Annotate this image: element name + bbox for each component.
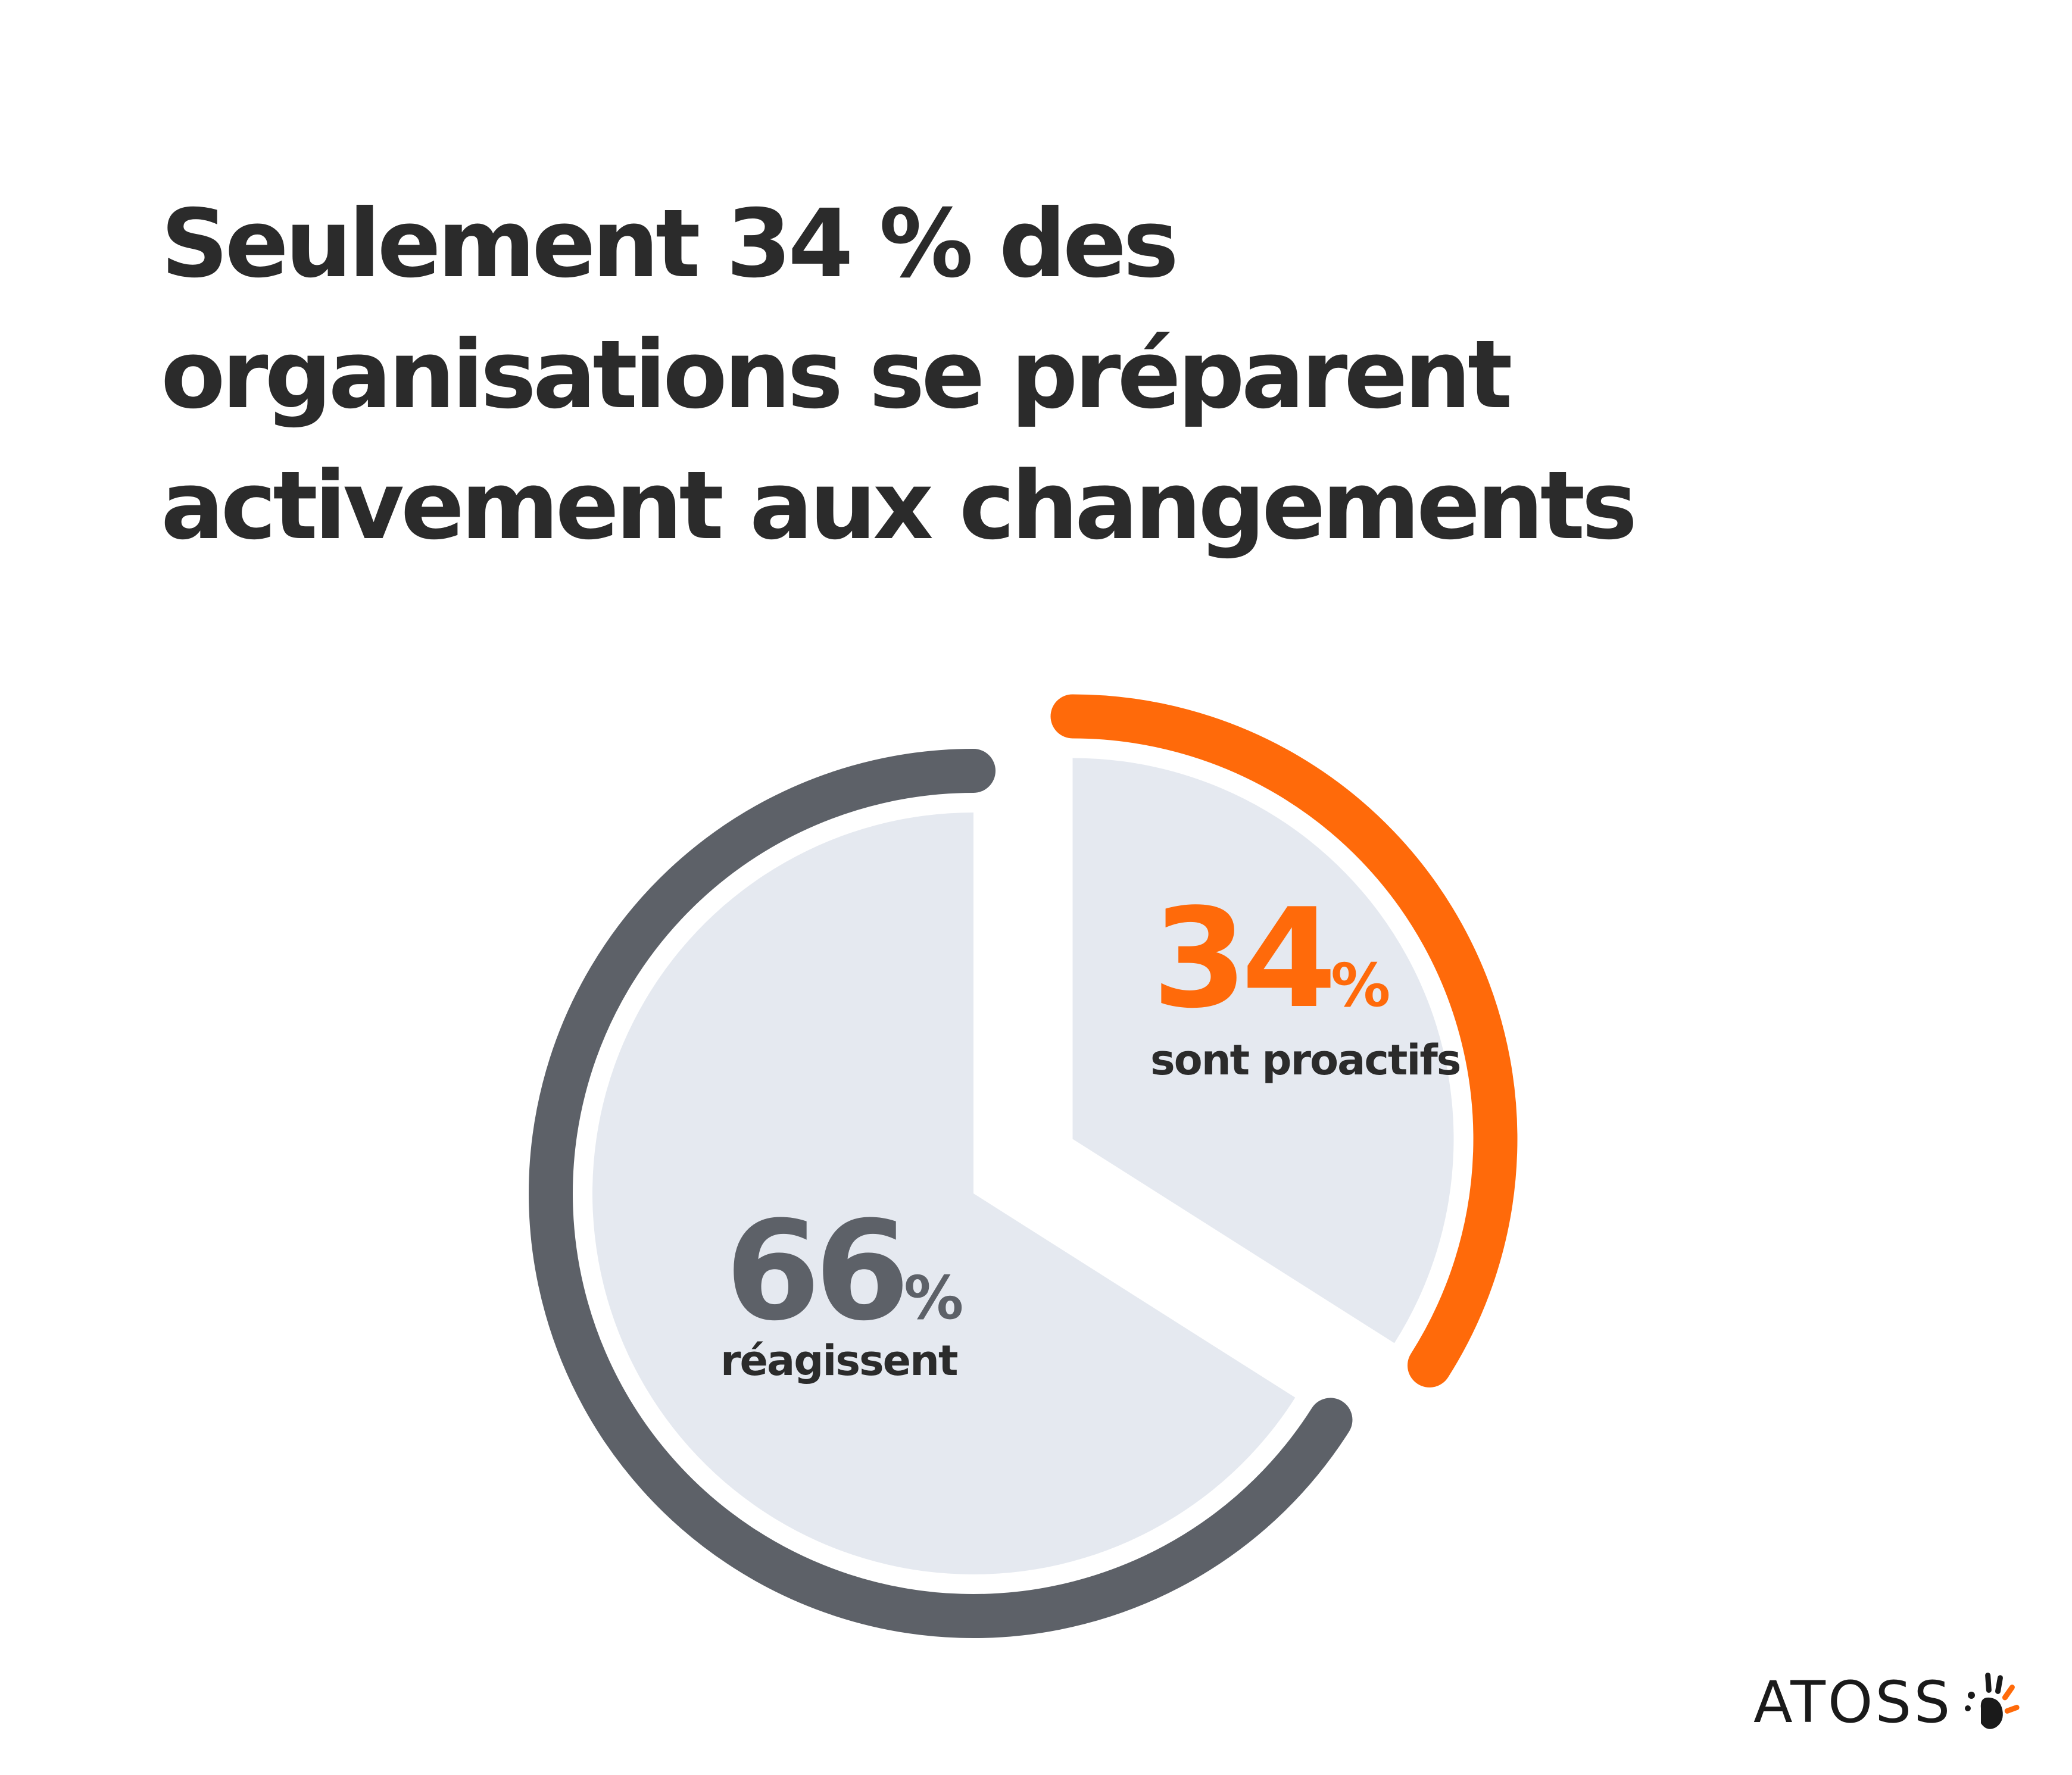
brand-logo: ATOSS — [1753, 1661, 2029, 1744]
brand-name: ATOSS — [1753, 1669, 1953, 1736]
slice-label-proactive-value: 34% — [1152, 880, 1390, 1039]
proactive-number: 34 — [1152, 880, 1331, 1039]
proactive-pct-sign: % — [1331, 951, 1390, 1020]
hand-print-icon — [1965, 1672, 2020, 1729]
slice-label-reactive-value: 66% — [725, 1192, 963, 1351]
page-title: Seulement 34 % des organisations se prép… — [161, 179, 1768, 571]
reactive-number: 66 — [725, 1192, 904, 1351]
chart-slices — [529, 694, 1518, 1638]
title-line-1: Seulement 34 % des — [161, 189, 1179, 299]
pie-slice-proactive — [1072, 758, 1454, 1343]
slice-label-proactive-text: sont proactifs — [1150, 1036, 1460, 1085]
pie-ring-proactive — [1050, 694, 1518, 1388]
pie-slice-reactive — [592, 812, 1296, 1574]
slice-label-reactive-text: réagissent — [720, 1336, 957, 1385]
title-line-3: activement aux changements — [161, 451, 1637, 561]
pie-ring-reactive — [529, 749, 1353, 1638]
reactive-pct-sign: % — [904, 1263, 963, 1333]
title-line-2: organisations se préparent — [161, 320, 1512, 430]
